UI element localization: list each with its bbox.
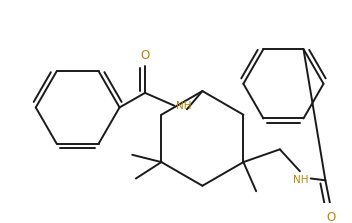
Text: O: O (326, 211, 335, 223)
Text: NH: NH (293, 175, 309, 185)
Text: NH: NH (176, 101, 191, 111)
Text: O: O (140, 49, 150, 62)
